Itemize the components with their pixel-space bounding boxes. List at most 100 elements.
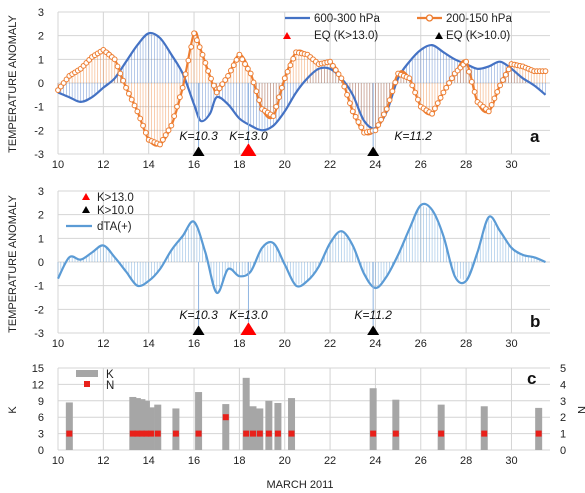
series-200-150-point xyxy=(446,80,453,86)
series-200-150-point xyxy=(287,62,294,69)
panel-a-earthquake-markers: K=10.3 K=13.0 K=11.2 xyxy=(179,83,432,156)
series-200-150-point xyxy=(179,84,186,91)
series-200-150-point xyxy=(332,67,339,73)
x-tick-label: 30 xyxy=(505,338,517,350)
series-200-150-point xyxy=(134,108,141,115)
series-200-150-point xyxy=(131,102,138,109)
series-200-150-point xyxy=(142,129,149,136)
y-tick-label: 6 xyxy=(38,412,44,424)
series-200-150-point xyxy=(415,96,421,103)
series-200-150-point xyxy=(500,77,506,83)
n-marker xyxy=(143,430,150,437)
series-200-150-point xyxy=(437,94,444,101)
x-tick-label: 26 xyxy=(415,159,427,171)
k-bar xyxy=(265,400,273,450)
y-tick-label: -2 xyxy=(34,125,44,137)
event-k13-marker xyxy=(240,143,257,156)
k-bar xyxy=(129,396,137,450)
y-tick-label: 12 xyxy=(32,379,44,391)
series-200-150-point xyxy=(227,67,234,74)
k-bar xyxy=(288,398,296,450)
x-tick-label: 12 xyxy=(97,159,109,171)
event-k-label: K=13.0 xyxy=(229,129,268,143)
x-tick-label: 10 xyxy=(52,338,64,350)
series-200-150-point xyxy=(176,94,183,101)
y-tick-label: -1 xyxy=(34,102,44,114)
event-k-label: K=11.2 xyxy=(394,129,432,143)
series-200-150-point xyxy=(290,55,297,62)
legend-k13-marker xyxy=(82,193,90,200)
series-200-150-point xyxy=(358,124,365,131)
x-axis-title: MARCH 2011 xyxy=(266,479,333,491)
y-tick-label: 1 xyxy=(38,54,44,66)
x-tick-label: 22 xyxy=(324,455,336,467)
x-tick-label: 20 xyxy=(279,159,291,171)
n-marker xyxy=(66,430,73,437)
series-200-150-point xyxy=(191,30,197,37)
series-200-150-point xyxy=(216,85,223,92)
x-tick-label: 26 xyxy=(415,338,427,350)
series-200-150-point xyxy=(389,88,396,95)
panel-a-y-axis-label: TEMPERATURE ANOMALY xyxy=(7,14,19,152)
series-200-150-point xyxy=(488,101,495,108)
x-tick-label: 18 xyxy=(233,338,245,350)
series-200-150-point xyxy=(434,100,441,107)
x-tick-label: 12 xyxy=(97,338,109,350)
x-tick-label: 10 xyxy=(52,159,64,171)
event-k10-marker xyxy=(367,325,380,335)
n-marker xyxy=(243,430,250,437)
series-200-150-droplines xyxy=(57,33,546,145)
y-tick-label: 3 xyxy=(38,7,44,19)
panel-b-legend: K>13.0 K>10.0 dTA(+) xyxy=(66,192,134,233)
x-tick-label: 24 xyxy=(369,159,381,171)
series-200-150-point xyxy=(278,84,285,91)
n-marker xyxy=(129,430,136,437)
k-bar xyxy=(274,402,282,450)
y-tick-label: -3 xyxy=(34,149,44,161)
y-tick-label: 2 xyxy=(38,31,44,43)
series-200-150-point xyxy=(199,51,206,58)
series-200-150-point xyxy=(409,82,416,89)
n-marker xyxy=(274,430,281,437)
n-marker xyxy=(249,430,256,437)
series-dta-droplines xyxy=(57,205,543,293)
series-200-150-point xyxy=(162,132,169,138)
event-k10-marker xyxy=(192,146,205,156)
legend-eq-k10-label: EQ (K>10.0) xyxy=(446,30,510,42)
k-bar xyxy=(147,407,155,450)
series-200-150-point xyxy=(114,63,121,70)
series-200-150-point xyxy=(137,115,144,122)
series-200-150-point xyxy=(355,119,362,125)
k-bar xyxy=(65,402,73,450)
n-marker xyxy=(134,430,141,437)
y-tick-label: 9 xyxy=(38,396,44,408)
n-marker xyxy=(535,430,542,437)
k-bar xyxy=(392,399,400,450)
series-200-150-point xyxy=(205,68,212,74)
k-bar xyxy=(242,377,250,450)
right-y-tick-label: 0 xyxy=(560,445,566,457)
series-200-150-point xyxy=(222,77,229,83)
series-200-150-point xyxy=(471,88,478,95)
n-marker xyxy=(147,430,154,437)
series-dta-line xyxy=(57,202,546,294)
n-marker xyxy=(265,430,272,437)
x-tick-label: 28 xyxy=(460,455,472,467)
panel-a-x-ticks: 10 12 14 16 18 20 22 24 26 28 30 xyxy=(52,159,518,171)
series-200-150-point xyxy=(253,88,260,95)
legend-k10-label: K>10.0 xyxy=(97,205,134,217)
series-200-150-point xyxy=(213,89,220,96)
panel-b-y-axis-label: TEMPERATURE ANOMALY xyxy=(7,194,19,332)
series-200-150-point xyxy=(111,56,118,63)
series-200-150-point xyxy=(250,79,257,86)
y-tick-label: 2 xyxy=(38,210,44,222)
series-200-150-point xyxy=(349,108,356,115)
event-k-label: K=11.2 xyxy=(354,308,392,322)
x-tick-label: 18 xyxy=(233,455,245,467)
series-200-150-point xyxy=(117,70,124,77)
series-200-150-point xyxy=(378,116,384,123)
panel-c-legend: K N xyxy=(76,369,114,392)
series-200-150-point xyxy=(233,57,240,63)
